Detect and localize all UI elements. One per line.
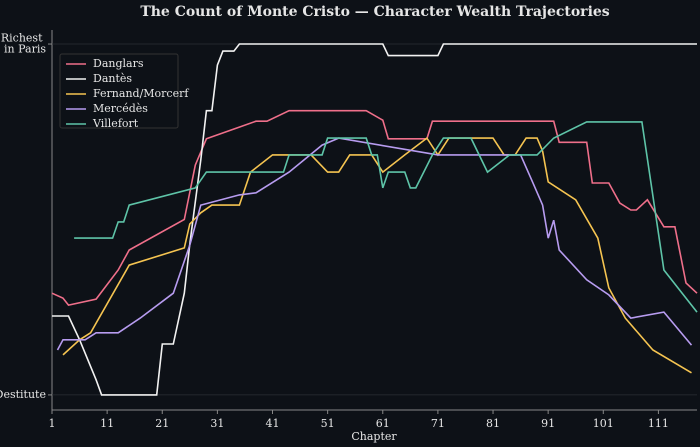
x-tick-label: 51 xyxy=(321,417,335,430)
x-tick-label: 61 xyxy=(376,417,390,430)
chart-title: The Count of Monte Cristo — Character We… xyxy=(140,4,609,20)
x-tick-label: 21 xyxy=(155,417,169,430)
series-line xyxy=(52,43,697,396)
x-tick-label: 81 xyxy=(486,417,500,430)
legend-label: Fernand/Morcerf xyxy=(93,87,189,100)
x-tick-label: 101 xyxy=(593,417,614,430)
x-tick-label: 111 xyxy=(648,417,669,430)
series-line xyxy=(74,121,698,313)
series-line xyxy=(62,136,692,374)
y-tick-label: Destitute xyxy=(0,388,46,401)
series-line xyxy=(56,137,693,351)
legend-label: Villefort xyxy=(92,117,139,130)
x-axis-label: Chapter xyxy=(351,430,397,443)
x-tick-label: 91 xyxy=(541,417,555,430)
x-tick-label: 31 xyxy=(210,417,224,430)
x-tick-label: 1 xyxy=(49,417,56,430)
legend-label: Mercédès xyxy=(93,102,148,115)
x-tick-label: 41 xyxy=(266,417,280,430)
legend-box xyxy=(59,53,179,129)
legend-label: Dantès xyxy=(93,72,132,85)
y-tick-label: Richest in Paris xyxy=(1,32,46,56)
legend-label: Danglars xyxy=(93,57,144,70)
series-line xyxy=(51,109,698,306)
x-tick-label: 71 xyxy=(431,417,445,430)
y-tick-label-line: in Paris xyxy=(4,43,46,56)
y-tick-label-line: Richest xyxy=(1,32,46,45)
legend: Danglars Dantès Fernand/Morcerf Mercédès Vil… xyxy=(59,53,189,130)
x-tick-label: 11 xyxy=(100,417,114,430)
